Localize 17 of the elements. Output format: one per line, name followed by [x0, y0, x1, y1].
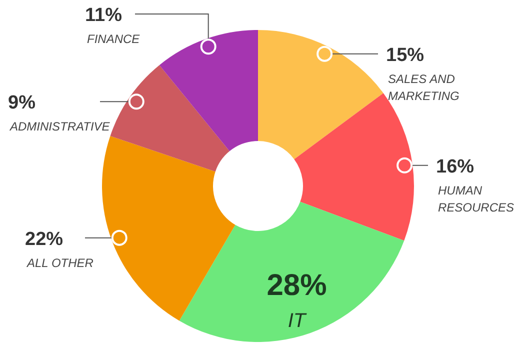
slice-label: ADMINISTRATIVE [9, 120, 111, 134]
data-label: 16% [436, 156, 474, 178]
slice-label: IT [288, 310, 308, 332]
donut-slice [179, 202, 404, 342]
donut-slice [110, 65, 230, 172]
data-label: 15% [386, 44, 424, 66]
slice-label: HUMAN RESOURCES [438, 183, 514, 214]
data-label: 9% [8, 92, 36, 114]
donut-slice [102, 136, 236, 321]
data-label: 11% [85, 5, 122, 26]
slice-label: SALES AND MARKETING [388, 72, 460, 103]
data-label: 28% [266, 268, 327, 302]
donut-slice [159, 30, 258, 152]
slice-label: ALL OTHER [26, 256, 94, 270]
donut-slice [258, 30, 384, 160]
data-label: 22% [25, 228, 64, 250]
slice-label: FINANCE [87, 32, 141, 46]
